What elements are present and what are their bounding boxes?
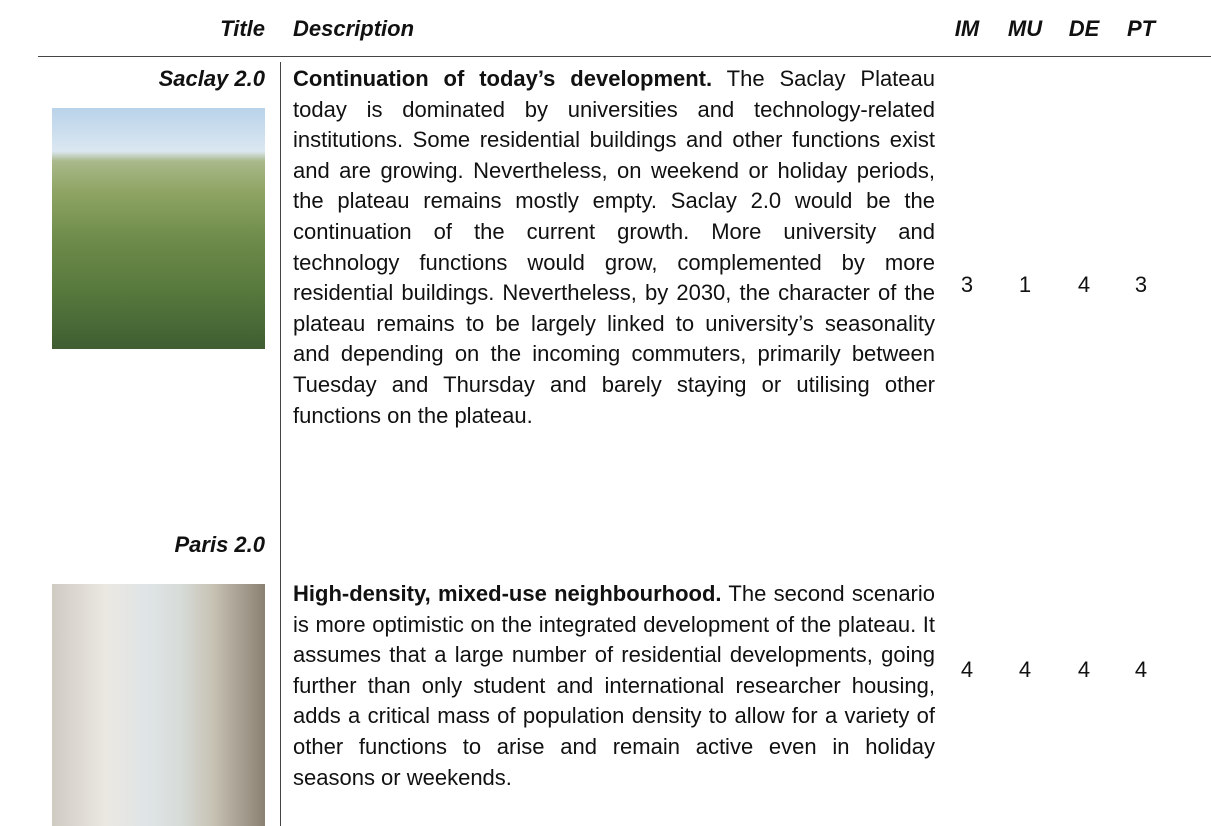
description-lead: High-density, mixed-use neighbourhood. xyxy=(293,581,722,606)
scenario-image xyxy=(52,584,265,826)
score: 4 xyxy=(1077,657,1091,682)
description-text: The second scenario is more optimistic o… xyxy=(293,581,936,790)
column-header: Title xyxy=(220,16,265,41)
score: 3 xyxy=(1134,272,1148,297)
column-header: IM xyxy=(954,16,980,41)
score: 4 xyxy=(1134,657,1148,682)
description: High-density, mixed-use neighbourhood. T… xyxy=(293,579,935,793)
header-rule xyxy=(38,56,1211,57)
column-header: PT xyxy=(1126,16,1156,41)
column-header: Description xyxy=(293,16,415,41)
score: 4 xyxy=(1077,272,1091,297)
scenario-image xyxy=(52,108,265,349)
column-header: MU xyxy=(1007,16,1043,41)
score: 4 xyxy=(960,657,974,682)
row-title: Saclay 2.0 xyxy=(158,66,265,91)
row-title: Paris 2.0 xyxy=(174,532,265,557)
column-rule xyxy=(280,62,281,826)
score: 4 xyxy=(1018,657,1032,682)
description-text: The Saclay Plateau today is dominated by… xyxy=(293,66,936,428)
description: Continuation of today’s development. The… xyxy=(293,64,935,431)
score: 1 xyxy=(1018,272,1032,297)
column-header: DE xyxy=(1068,16,1100,41)
description-lead: Continuation of today’s development. xyxy=(293,66,713,91)
score: 3 xyxy=(960,272,974,297)
